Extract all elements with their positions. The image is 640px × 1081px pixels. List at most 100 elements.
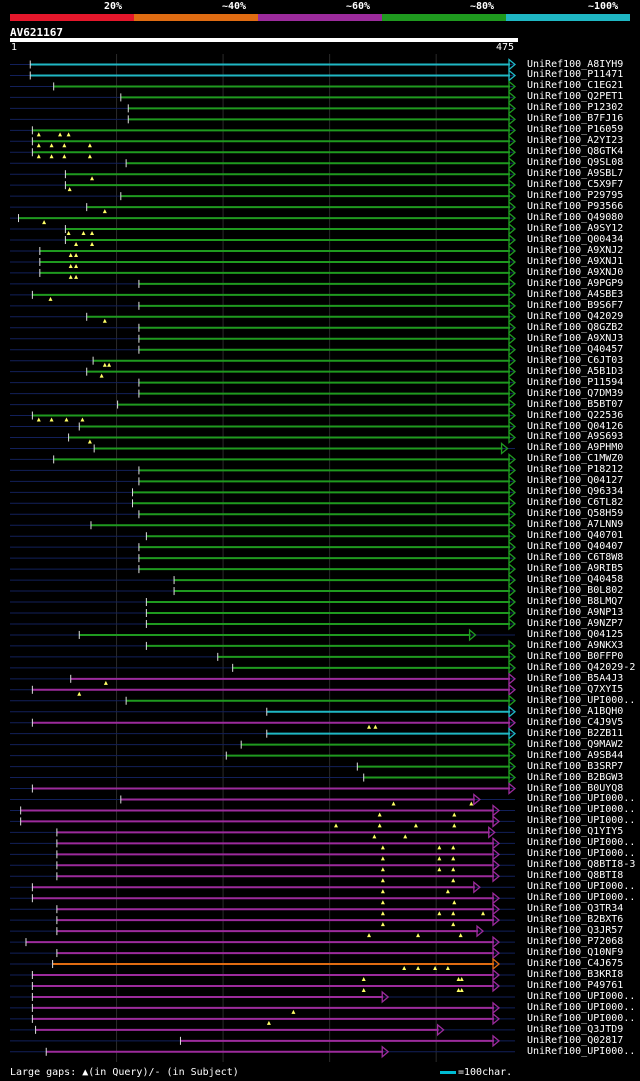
hit-label[interactable]: UniRef100_A9XNJ3: [527, 332, 624, 344]
hit-label[interactable]: UniRef100_C6T8W8: [527, 552, 624, 564]
hit-label[interactable]: UniRef100_P16059: [527, 124, 624, 136]
hit-label[interactable]: UniRef100_B9S6F7: [527, 299, 624, 311]
hit-label[interactable]: UniRef100_P93566: [527, 201, 624, 213]
hit-label[interactable]: UniRef100_UPI000..: [527, 793, 636, 805]
hit-label[interactable]: UniRef100_A9XNJ0: [527, 266, 624, 278]
hit-label[interactable]: UniRef100_P11471: [527, 69, 624, 81]
hit-label[interactable]: UniRef100_P29795: [527, 190, 624, 202]
hit-arrowhead: [492, 979, 501, 993]
hit-label[interactable]: UniRef100_UPI000..: [527, 815, 636, 827]
hit-label[interactable]: UniRef100_UPI000..: [527, 837, 636, 849]
hit-label[interactable]: UniRef100_B5A4J3: [527, 672, 624, 684]
hit-label[interactable]: UniRef100_UPI000..: [527, 892, 636, 904]
hit-label[interactable]: UniRef100_Q40458: [527, 574, 624, 586]
hit-label[interactable]: UniRef100_UPI000..: [527, 804, 636, 816]
hit-label[interactable]: UniRef100_A9RIB5: [527, 563, 624, 575]
hit-label[interactable]: UniRef100_C4J9V5: [527, 716, 624, 728]
hit-label[interactable]: UniRef100_Q00434: [527, 234, 624, 246]
hit-label[interactable]: UniRef100_A9S693: [527, 431, 624, 443]
hit-label[interactable]: UniRef100_A9NP13: [527, 607, 624, 618]
hit-label[interactable]: UniRef100_Q42029: [527, 310, 624, 322]
hit-label[interactable]: UniRef100_UPI000..: [527, 1045, 636, 1057]
hit-label[interactable]: UniRef100_UPI000..: [527, 694, 636, 706]
hit-label[interactable]: UniRef100_UPI000..: [527, 848, 636, 860]
hit-label[interactable]: UniRef100_A5B1D3: [527, 365, 624, 377]
hit-label[interactable]: UniRef100_A9NZP7: [527, 617, 624, 629]
hit-label[interactable]: UniRef100_Q7XYI5: [527, 683, 624, 695]
hit-label[interactable]: UniRef100_P49761: [527, 979, 624, 991]
hit-label[interactable]: UniRef100_A8IYH9: [527, 58, 624, 70]
hit-label[interactable]: UniRef100_Q8BTI8-3: [527, 859, 636, 871]
hit-label[interactable]: UniRef100_Q3JTD9: [527, 1023, 624, 1035]
hit-label[interactable]: UniRef100_Q22536: [527, 409, 624, 421]
hit-label[interactable]: UniRef100_B5BT07: [527, 398, 624, 410]
hit-label[interactable]: UniRef100_B3SRP7: [527, 760, 624, 772]
hit-label[interactable]: UniRef100_Q02817: [527, 1034, 624, 1046]
hit-arrowhead: [492, 1001, 501, 1015]
hit-label[interactable]: UniRef100_A9SY12: [527, 223, 624, 235]
hit-label[interactable]: UniRef100_Q49080: [527, 212, 624, 224]
hit-label[interactable]: UniRef100_P18212: [527, 464, 624, 476]
hit-label[interactable]: UniRef100_A9PHM0: [527, 442, 624, 454]
hit-label[interactable]: UniRef100_C1MWZ0: [527, 453, 624, 465]
hit-label[interactable]: UniRef100_A4SBE3: [527, 288, 624, 300]
hit-label[interactable]: UniRef100_Q8GZB2: [527, 321, 624, 333]
hit-arrowhead: [508, 694, 517, 708]
hit-label[interactable]: UniRef100_Q9SL08: [527, 157, 624, 169]
hit-label[interactable]: UniRef100_Q04125: [527, 628, 624, 640]
hit-label[interactable]: UniRef100_B2BGW3: [527, 771, 624, 783]
hit-label[interactable]: UniRef100_B2ZB11: [527, 727, 624, 739]
hit-label[interactable]: UniRef100_Q40407: [527, 541, 624, 553]
hit-label[interactable]: UniRef100_B7FJ16: [527, 113, 624, 125]
hit-label[interactable]: UniRef100_C6TL82: [527, 497, 624, 509]
hit-label[interactable]: UniRef100_A2YI23: [527, 135, 624, 147]
hit-label[interactable]: UniRef100_P72068: [527, 936, 624, 948]
hit-label[interactable]: UniRef100_Q40701: [527, 530, 624, 542]
hit-label[interactable]: UniRef100_A9SBL7: [527, 168, 624, 180]
hit-label[interactable]: UniRef100_B0UYQ8: [527, 782, 624, 794]
query-gap-marker: [49, 154, 54, 159]
hit-label[interactable]: UniRef100_Q04126: [527, 420, 624, 432]
hit-label[interactable]: UniRef100_Q58H59: [527, 508, 624, 520]
hit-label[interactable]: UniRef100_B3KRI8: [527, 969, 624, 980]
hit-label[interactable]: UniRef100_UPI000..: [527, 1012, 636, 1024]
hit-label[interactable]: UniRef100_Q42029-2: [527, 661, 636, 673]
hit-label[interactable]: UniRef100_A9PGP9: [527, 277, 624, 289]
hit-label[interactable]: UniRef100_C6JT03: [527, 354, 624, 366]
hit-label[interactable]: UniRef100_A9XNJ1: [527, 255, 624, 267]
hit-label[interactable]: UniRef100_A1BQH0: [527, 705, 624, 717]
hit-label[interactable]: UniRef100_B8LMQ7: [527, 596, 624, 608]
hit-label[interactable]: UniRef100_UPI000..: [527, 1001, 636, 1013]
hit-label[interactable]: UniRef100_UPI000..: [527, 990, 636, 1002]
hit-arrowhead: [508, 80, 517, 93]
hit-label[interactable]: UniRef100_Q8GTK4: [527, 146, 624, 158]
hit-arrowhead: [508, 683, 517, 697]
hit-arrowhead: [492, 902, 501, 916]
hit-label[interactable]: UniRef100_A9SB44: [527, 749, 624, 761]
hit-label[interactable]: UniRef100_C4J675: [527, 958, 624, 970]
hit-label[interactable]: UniRef100_A9NKX3: [527, 639, 624, 651]
hit-label[interactable]: UniRef100_B0L802: [527, 585, 624, 597]
hit-label[interactable]: UniRef100_P12302: [527, 102, 624, 114]
hit-label[interactable]: UniRef100_Q9MAW2: [527, 738, 624, 750]
hit-label[interactable]: UniRef100_C5X9F7: [527, 179, 624, 191]
hit-label[interactable]: UniRef100_Q2PET1: [527, 91, 624, 103]
hit-label[interactable]: UniRef100_B2BXT6: [527, 914, 624, 926]
hit-label[interactable]: UniRef100_Q10NF9: [527, 947, 624, 959]
hit-label[interactable]: UniRef100_A9XNJ2: [527, 244, 624, 256]
hit-label[interactable]: UniRef100_B0FFP0: [527, 650, 624, 662]
hit-label[interactable]: UniRef100_Q96334: [527, 486, 624, 498]
query-gap-marker: [377, 812, 382, 817]
hit-label[interactable]: UniRef100_C1EG21: [527, 80, 624, 92]
hit-label[interactable]: UniRef100_Q04127: [527, 475, 624, 487]
hit-label[interactable]: UniRef100_Q7DM39: [527, 387, 624, 399]
hit-label[interactable]: UniRef100_Q8BTI8: [527, 870, 624, 882]
hit-label[interactable]: UniRef100_Q40457: [527, 343, 624, 355]
hit-label[interactable]: UniRef100_UPI000..: [527, 881, 636, 893]
hit-label[interactable]: UniRef100_P11594: [527, 376, 624, 388]
hit-label[interactable]: UniRef100_A7LNN9: [527, 519, 624, 531]
hit-label[interactable]: UniRef100_Q3JR57: [527, 925, 624, 937]
query-gap-marker: [380, 889, 385, 894]
hit-label[interactable]: UniRef100_Q1YIY5: [527, 826, 624, 838]
hit-label[interactable]: UniRef100_Q3TR34: [527, 903, 624, 915]
